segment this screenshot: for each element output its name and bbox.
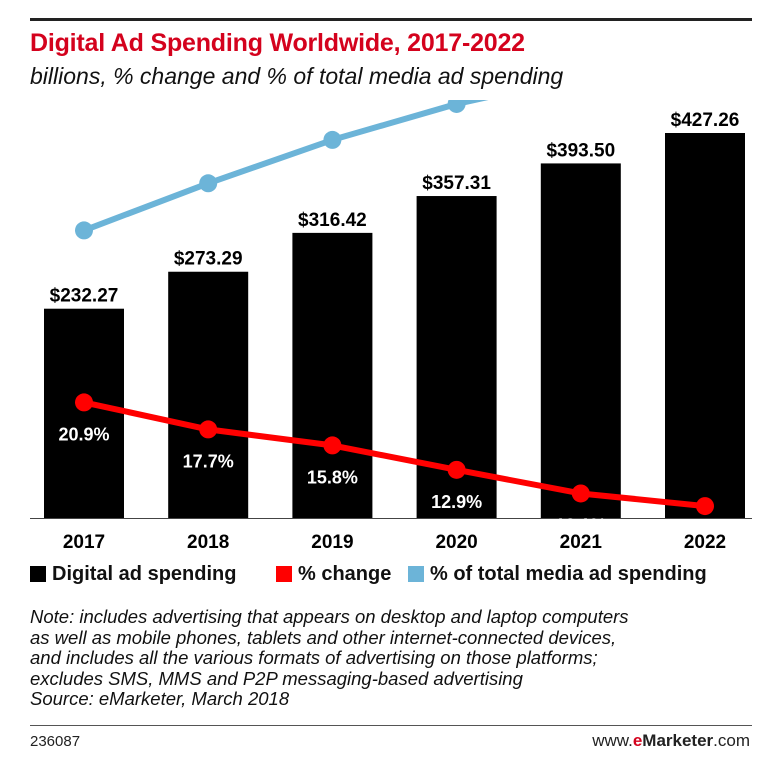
x-tick-label: 2017 bbox=[63, 532, 105, 553]
legend-swatch-percent-change bbox=[276, 566, 292, 582]
legend-label-digital-ad-spending: Digital ad spending bbox=[52, 563, 237, 585]
percent-change-line bbox=[81, 399, 708, 510]
percent-of-total-label: 39.7% bbox=[58, 251, 109, 271]
percent-change-point bbox=[323, 436, 342, 455]
percent-of-total-label: 47.0% bbox=[307, 161, 358, 181]
chart-id: 236087 bbox=[30, 733, 81, 750]
x-tick-label: 2021 bbox=[560, 532, 603, 553]
brand-url[interactable]: www.eMarketer.com bbox=[592, 731, 750, 751]
percent-of-total-point bbox=[447, 100, 466, 113]
brand-name: Marketer bbox=[642, 731, 714, 750]
bar bbox=[665, 133, 745, 518]
bar-value-label: $273.29 bbox=[174, 249, 243, 270]
percent-change-label: 15.8% bbox=[307, 467, 358, 487]
percent-change-label: 10.1% bbox=[555, 515, 606, 535]
percent-of-total-point bbox=[199, 174, 218, 193]
percent-change-label: 20.9% bbox=[58, 424, 109, 444]
brand-prefix: www. bbox=[592, 731, 633, 750]
brand-e: e bbox=[632, 731, 643, 750]
bar bbox=[540, 163, 621, 518]
bar bbox=[44, 308, 124, 518]
legend-swatch-percent-of-total bbox=[408, 566, 424, 582]
bottom-rule bbox=[30, 725, 752, 726]
x-tick-label: 2018 bbox=[187, 532, 229, 553]
percent-change-label: 17.7% bbox=[183, 451, 234, 471]
x-tick-label: 2022 bbox=[684, 532, 726, 553]
chart-title: Digital Ad Spending Worldwide, 2017-2022 bbox=[30, 29, 525, 57]
legend: Digital ad spending % change % of total … bbox=[30, 562, 760, 588]
percent-change-point bbox=[696, 497, 714, 516]
bar-value-label: $393.50 bbox=[546, 140, 615, 161]
bar-value-label: $357.31 bbox=[422, 173, 491, 194]
percent-change-point bbox=[199, 420, 218, 439]
percent-change-label: 8.6% bbox=[684, 528, 725, 548]
note-line: Note: includes advertising that appears … bbox=[30, 606, 629, 627]
percent-of-total-point bbox=[75, 221, 93, 240]
percent-of-total-label: 43.5% bbox=[183, 204, 234, 224]
percent-change-label: 12.9% bbox=[431, 492, 482, 512]
note-line: excludes SMS, MMS and P2P messaging-base… bbox=[30, 667, 523, 689]
bar-value-label: $427.26 bbox=[671, 110, 740, 131]
note-line: as well as mobile phones, tablets and ot… bbox=[30, 626, 617, 648]
percent-change-point bbox=[571, 484, 590, 503]
footnote: Note: includes advertising that appears … bbox=[30, 606, 760, 710]
percent-of-total-label: 52.1% bbox=[555, 100, 606, 118]
bar bbox=[168, 271, 249, 518]
bar-value-label: $232.27 bbox=[50, 286, 119, 307]
x-tick-label: 2019 bbox=[311, 532, 353, 553]
percent-of-total-label: 49.9% bbox=[431, 125, 482, 145]
note-line: and includes all the various formats of … bbox=[30, 647, 598, 668]
legend-label-percent-of-total: % of total media ad spending bbox=[430, 563, 707, 585]
percent-of-total-point bbox=[323, 130, 342, 149]
percent-change-point bbox=[447, 460, 466, 479]
percent-of-total-line bbox=[81, 100, 489, 234]
percent-change-point bbox=[75, 393, 93, 412]
bar-value-label: $316.42 bbox=[298, 210, 367, 231]
chart-subtitle: billions, % change and % of total media … bbox=[30, 63, 564, 89]
x-tick-label: 2020 bbox=[435, 532, 477, 553]
legend-swatch-digital-ad-spending bbox=[30, 566, 46, 582]
legend-label-percent-change: % change bbox=[298, 563, 392, 585]
bar bbox=[292, 232, 373, 518]
source-line: Source: eMarketer, March 2018 bbox=[30, 688, 290, 709]
chart-area: $232.27 $273.29 $316.42 $357.31 $393.50 $427.… bbox=[30, 100, 752, 553]
brand-suffix: .com bbox=[713, 731, 750, 750]
top-rule bbox=[30, 18, 752, 21]
